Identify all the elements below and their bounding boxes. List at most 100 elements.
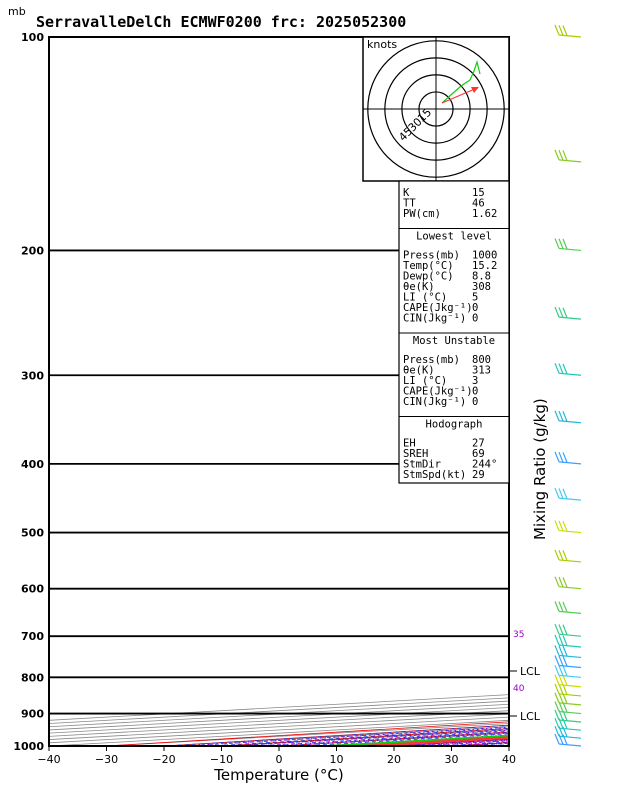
wind-barb-flag: [558, 576, 564, 588]
wind-barb-flag: [554, 576, 560, 587]
wind-barb-flag: [562, 624, 568, 635]
wind-barb-staff: [558, 743, 582, 747]
wind-barb-flag: [562, 655, 568, 667]
wind-barb-flag: [558, 624, 564, 635]
y-tick-label: 900: [21, 708, 44, 721]
y-tick-label: 300: [21, 369, 44, 382]
wind-barb-staff: [558, 727, 582, 731]
wind-barb-staff: [558, 372, 582, 376]
right-marker-label: 35: [513, 630, 524, 640]
wind-barb-flag: [554, 451, 560, 463]
x-tick-label: −20: [152, 753, 175, 766]
x-tick-label: 20: [387, 753, 401, 766]
x-tick-label: −10: [210, 753, 233, 766]
index-value: 308: [472, 281, 491, 293]
wind-barb-flag: [562, 25, 568, 36]
wind-barb-flag: [554, 238, 560, 249]
isotherm-line: [49, 713, 509, 740]
index-value: 3: [472, 375, 478, 387]
wind-barb-flag: [562, 577, 568, 588]
wind-barb-flag: [558, 645, 564, 656]
isotherm-line: [49, 710, 509, 737]
wind-barb-flag: [554, 709, 560, 721]
wind-barb-flag: [554, 363, 560, 374]
hodograph-title: Hodograph: [426, 419, 483, 431]
wind-barb-staff: [558, 316, 582, 320]
y-tick-label: 100: [21, 31, 44, 44]
wind-barb-staff: [558, 693, 582, 697]
index-value: 244°: [472, 459, 497, 471]
index-label: StmSpd(kt): [403, 469, 466, 481]
index-value: 0: [472, 396, 478, 408]
wind-barb-flag: [558, 451, 564, 463]
y-tick-label: 800: [21, 671, 44, 684]
x-tick-label: 0: [276, 753, 283, 766]
wind-barb-flag: [554, 549, 560, 561]
index-label: Press(mb): [403, 250, 460, 262]
hodograph-label: knots: [367, 38, 397, 51]
wind-barb-flag: [554, 665, 560, 676]
chart-title: SerravalleDelCh ECMWF0200 frc: 202505230…: [36, 13, 406, 31]
index-label: CIN(Jkg⁻¹): [403, 313, 466, 325]
wind-barb-staff: [558, 674, 582, 678]
wind-barb-staff: [558, 633, 582, 637]
pressure-unit: mb: [8, 5, 26, 18]
index-label: EH: [403, 438, 416, 450]
wind-barb-flag: [562, 488, 568, 499]
wind-barb-flag: [554, 674, 560, 685]
index-label: K: [403, 187, 410, 199]
x-tick-label: −40: [37, 753, 60, 766]
wind-barb-staff: [558, 497, 582, 501]
mixing-ratio-line: [411, 740, 509, 746]
right-markers: 35 40 LCL LCL: [509, 630, 541, 723]
wind-barb-flag: [554, 623, 560, 635]
wind-barb-staff: [558, 684, 582, 688]
wind-barb-flag: [554, 645, 560, 656]
x-tick-label: −30: [95, 753, 118, 766]
index-label: StmDir: [403, 459, 441, 471]
indices-box: [398, 180, 510, 484]
wind-barb-staff: [558, 34, 582, 38]
index-value: 27: [472, 438, 485, 450]
wind-barb-flag: [562, 550, 568, 561]
wind-barb-staff: [558, 247, 582, 252]
x-tick-label: 40: [502, 753, 516, 766]
index-value: 0: [472, 313, 478, 325]
wind-barb-staff: [558, 644, 582, 648]
wind-barb-flag: [554, 306, 560, 318]
wind-barb-flag: [558, 238, 564, 249]
wind-barb-flag: [562, 150, 568, 161]
wind-barb-flag: [554, 410, 560, 421]
wind-barb-flag: [554, 655, 560, 666]
most-unstable-title: Most Unstable: [413, 335, 495, 347]
wind-barb-flag: [562, 520, 568, 532]
wind-barb-staff: [558, 702, 582, 706]
isotherm-line: [49, 697, 509, 724]
dry-adiabat-line: [214, 728, 509, 746]
index-value: 69: [472, 448, 485, 460]
storm-motion-arrowhead: [471, 87, 479, 93]
wind-barb-flag: [554, 733, 560, 745]
y-tick-label: 700: [21, 630, 44, 643]
index-label: SREH: [403, 448, 428, 460]
index-value: 15: [472, 187, 485, 199]
wind-barb-flag: [558, 665, 564, 676]
wind-barb-staff: [558, 719, 582, 723]
wind-barb-flag: [554, 717, 560, 729]
wind-barb-flag: [554, 634, 560, 646]
x-tick-label: 10: [330, 753, 344, 766]
y-tick-label: 600: [21, 583, 44, 596]
index-label: Temp(°C): [403, 260, 454, 272]
index-label: LI (°C): [403, 375, 447, 387]
dry-adiabat-line: [157, 724, 509, 746]
wind-barb-flag: [554, 24, 560, 36]
wind-barb-flag: [554, 601, 560, 612]
wind-barb-flag: [558, 635, 564, 646]
wind-barb-flag: [562, 411, 568, 422]
y-tick-label: 1000: [13, 740, 44, 753]
isotherm-line: [49, 707, 509, 734]
index-label: CAPE(Jkg⁻¹): [403, 302, 473, 314]
x-axis-label: Temperature (°C): [213, 766, 343, 784]
y-tick-label: 400: [21, 458, 44, 471]
wind-barb-flag: [558, 601, 564, 612]
